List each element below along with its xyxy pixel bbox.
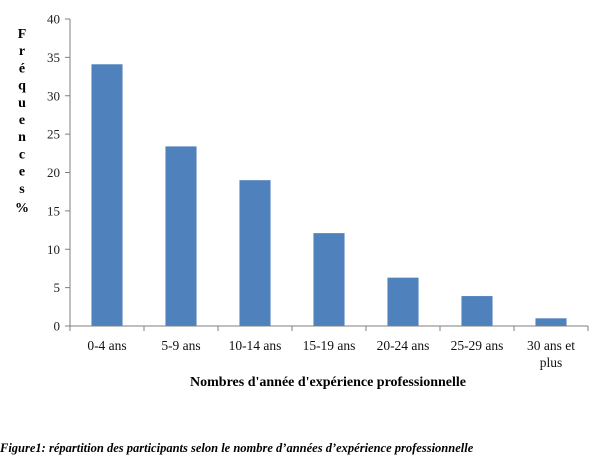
- y-axis-title-char: %: [15, 201, 29, 216]
- x-tick-label: 30 ans et plus: [527, 338, 575, 370]
- bar: [535, 318, 567, 326]
- x-axis-title: Nombres d'année d'expérience professionn…: [190, 375, 466, 390]
- bar: [387, 277, 419, 326]
- x-tick-label: 25-29 ans: [451, 338, 504, 353]
- y-axis-title-char: n: [18, 130, 26, 145]
- bar: [461, 296, 493, 326]
- x-tick-label: 10-14 ans: [229, 338, 282, 353]
- y-axis: 0 5 10 15 20 25 30 35 40: [47, 12, 71, 334]
- y-axis-title-char: é: [19, 61, 25, 76]
- y-tick-label: 40: [47, 12, 60, 27]
- y-axis-title-char: c: [19, 147, 25, 162]
- bar: [165, 146, 197, 326]
- y-axis-title-char: F: [18, 27, 27, 42]
- x-tick-label: 20-24 ans: [377, 338, 430, 353]
- y-tick-label: 35: [47, 50, 60, 65]
- y-axis-title-char: e: [19, 113, 25, 128]
- x-tick-label: 15-19 ans: [303, 338, 356, 353]
- y-axis-title-char: e: [19, 165, 25, 180]
- y-axis-title-char: r: [19, 44, 25, 59]
- x-axis: 0-4 ans 5-9 ans 10-14 ans 15-19 ans 20-24 an…: [69, 325, 589, 370]
- y-tick-label: 25: [47, 127, 60, 142]
- x-tick-label: 5-9 ans: [161, 338, 200, 353]
- y-tick-label: 5: [54, 280, 61, 295]
- bar: [313, 233, 345, 326]
- y-axis-title-char: u: [18, 96, 26, 111]
- figure-caption: Figure1: répartition des participants se…: [0, 441, 474, 455]
- y-axis-title-char: s: [19, 182, 25, 197]
- y-tick-label: 15: [47, 203, 60, 218]
- bar: [239, 180, 271, 326]
- y-tick-label: 0: [54, 319, 61, 334]
- bar: [91, 64, 123, 326]
- bars: [91, 64, 567, 326]
- x-tick-label: 0-4 ans: [87, 338, 126, 353]
- y-tick-label: 20: [47, 165, 60, 180]
- y-axis-title-char: q: [18, 79, 26, 94]
- y-tick-label: 10: [47, 242, 60, 257]
- y-tick-label: 30: [47, 88, 60, 103]
